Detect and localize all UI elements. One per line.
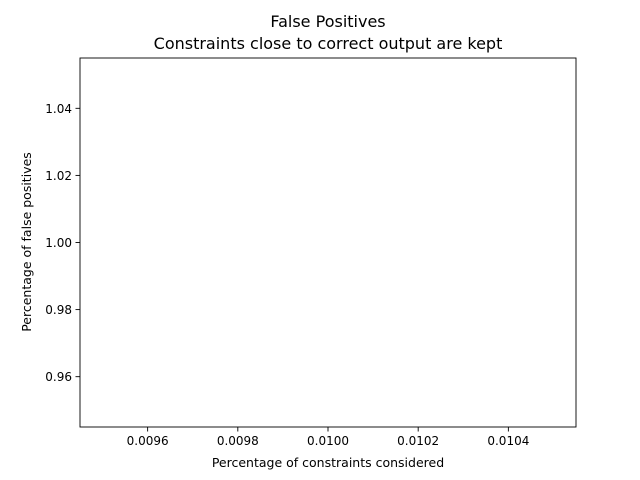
- x-axis-label: Percentage of constraints considered: [212, 455, 444, 470]
- y-tick-label: 1.00: [45, 236, 72, 250]
- y-axis-ticks: 0.96 0.98 1.00 1.02 1.04: [45, 102, 80, 384]
- x-axis-ticks: 0.0096 0.0098 0.0100 0.0102 0.0104: [127, 427, 529, 448]
- y-tick-label: 0.98: [45, 303, 72, 317]
- axes-frame: [79, 57, 577, 428]
- x-tick-label: 0.0096: [127, 434, 169, 448]
- x-tick-label: 0.0100: [307, 434, 349, 448]
- x-tick-label: 0.0098: [217, 434, 259, 448]
- plot-area: 0.0096 0.0098 0.0100 0.0102 0.0104 0.96 0.98 1…: [45, 57, 577, 448]
- y-axis-label: Percentage of false positives: [19, 152, 34, 332]
- x-tick-label: 0.0102: [397, 434, 439, 448]
- chart-subtitle: Constraints close to correct output are …: [154, 34, 503, 53]
- y-tick-label: 1.04: [45, 102, 72, 116]
- chart-title: False Positives: [270, 12, 385, 31]
- y-tick-label: 0.96: [45, 370, 72, 384]
- x-tick-label: 0.0104: [487, 434, 529, 448]
- y-tick-label: 1.02: [45, 169, 72, 183]
